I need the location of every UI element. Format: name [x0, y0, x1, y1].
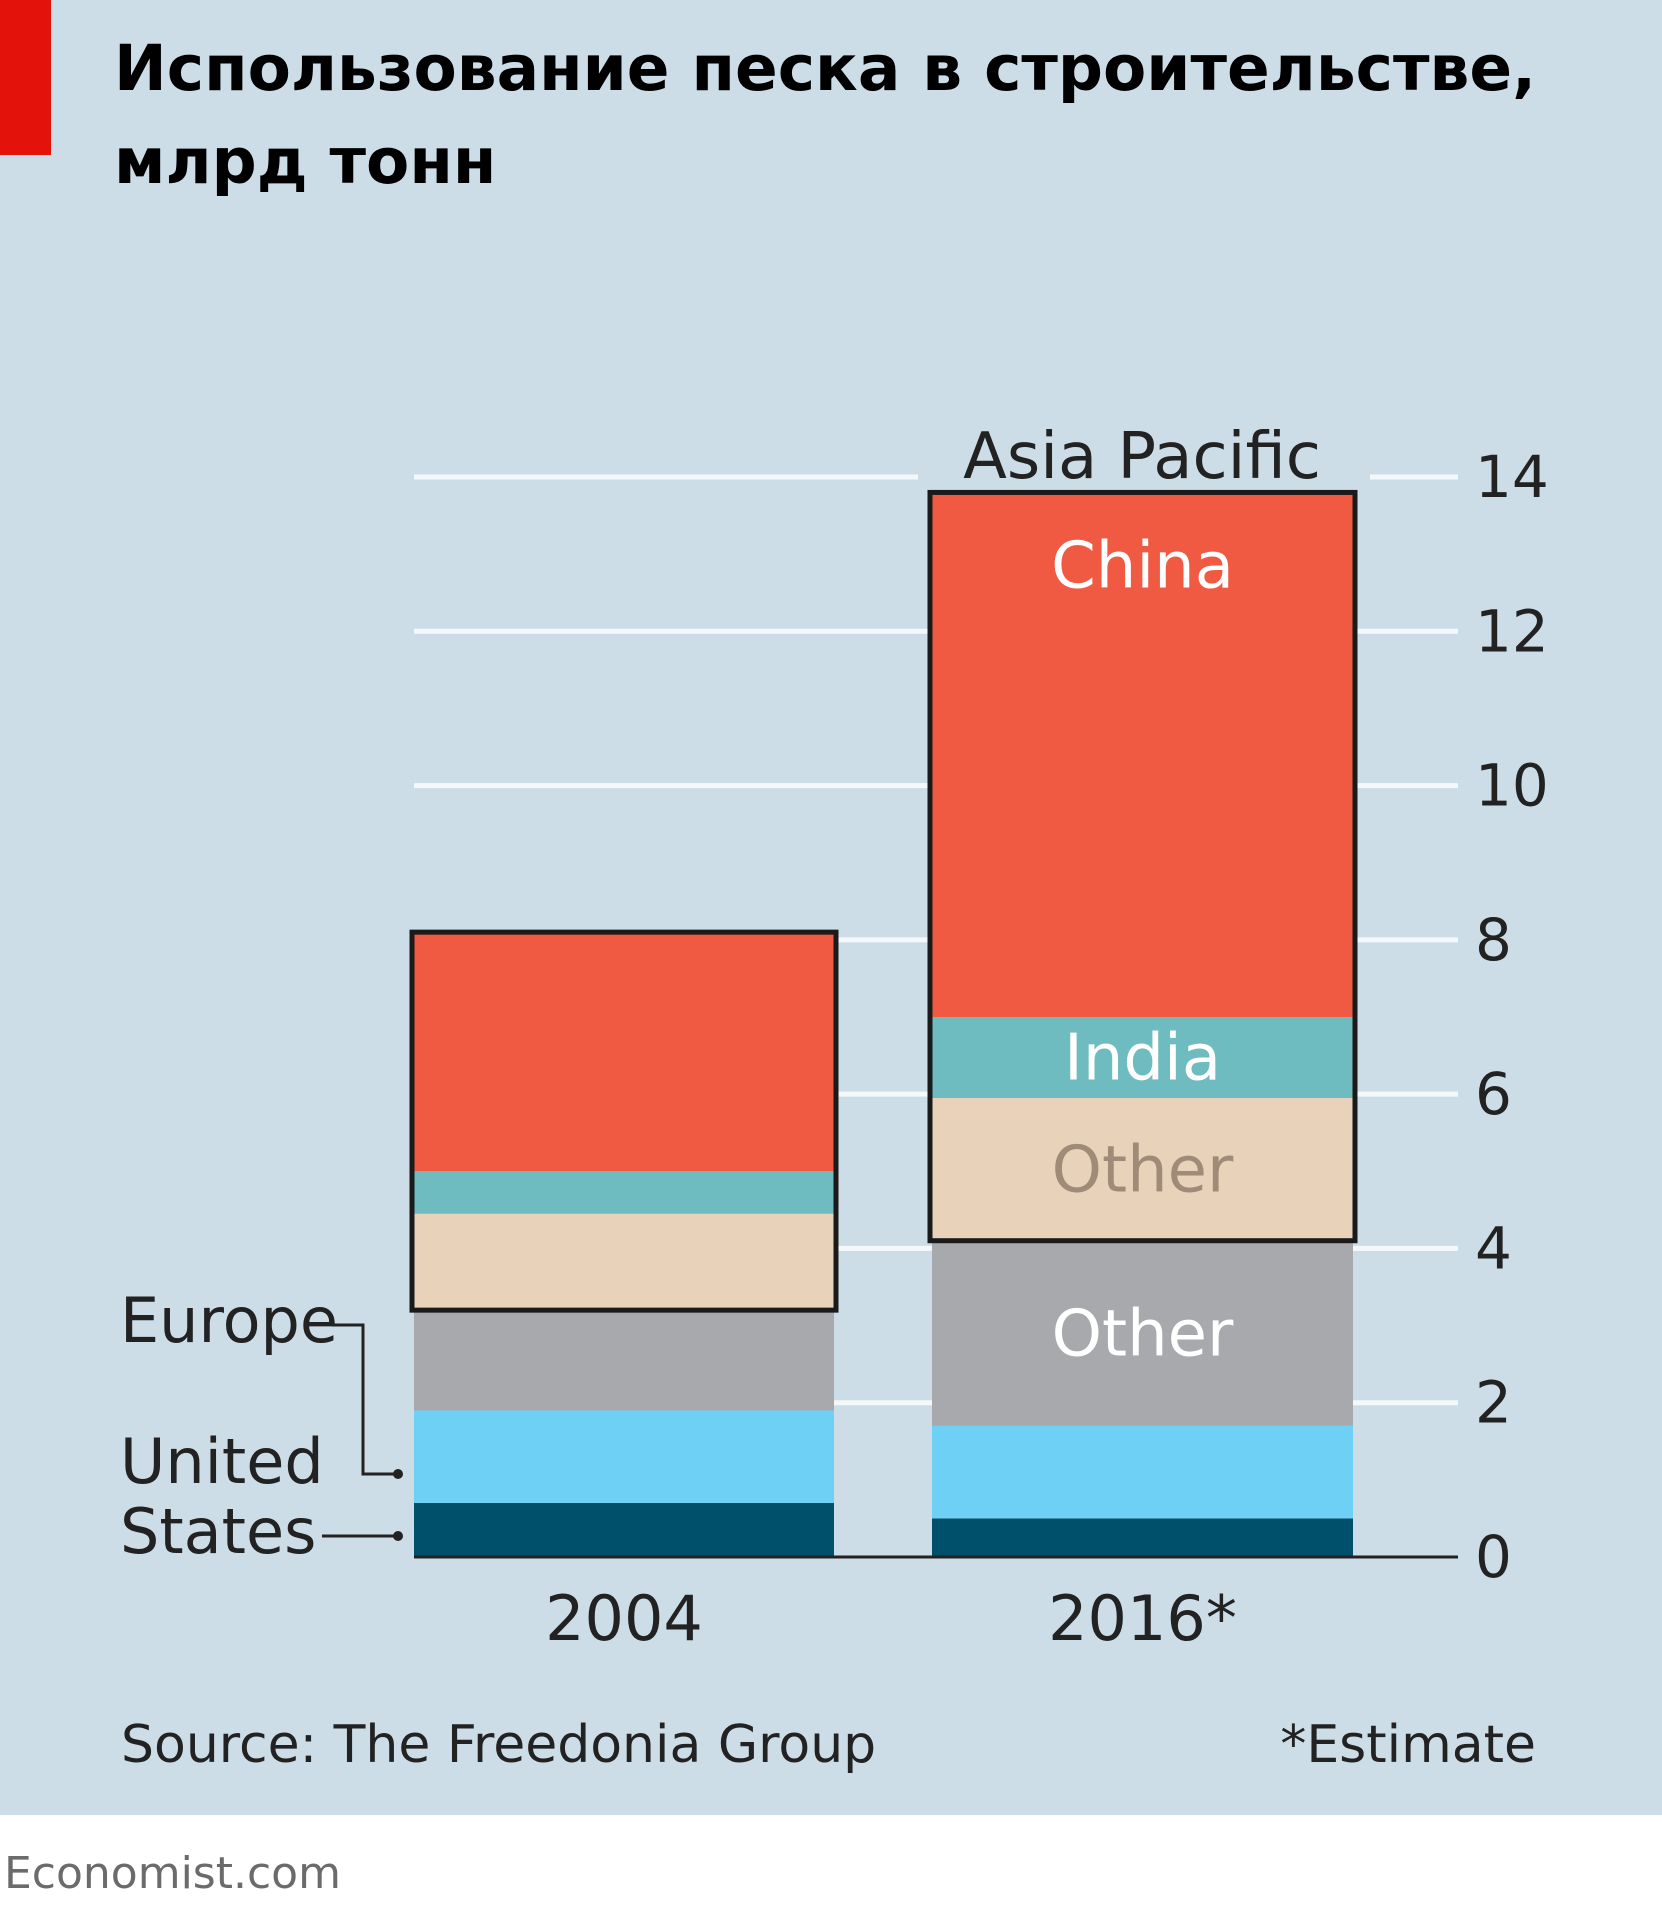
segment-labels: Other Other India China Asia Pacific — [963, 420, 1321, 1371]
source-note: Source: The Freedonia Group — [121, 1715, 877, 1775]
segment-label-europe: Other — [1052, 1297, 1234, 1371]
bars — [409, 489, 1358, 1557]
bar-segment-rest-of-world-0 — [414, 1503, 834, 1557]
y-tick-label-6: 6 — [1475, 1060, 1512, 1128]
brand-red-tab — [0, 0, 51, 155]
chart-title: Использование песка в строительстве, млр… — [114, 32, 1537, 198]
gridline-gap — [918, 467, 1370, 487]
y-tick-label-8: 8 — [1475, 906, 1512, 974]
bar-segment-united-states-1 — [932, 1425, 1353, 1519]
y-axis: 0 2 4 6 8 10 12 14 2004 2016* — [414, 443, 1549, 1655]
bar-segment-asia-pacific-other-1 — [932, 1098, 1353, 1241]
y-tick-label-4: 4 — [1475, 1214, 1512, 1282]
x-category-label-1: 2016* — [1048, 1582, 1237, 1655]
stacked-bar-chart: Other Other India China Asia Pacific 0 2 4 6 8 10… — [120, 420, 1549, 1655]
y-tick-label-2: 2 — [1475, 1369, 1512, 1437]
estimate-footnote: *Estimate — [1280, 1715, 1536, 1775]
segment-label-china: China — [1051, 529, 1234, 603]
asia-pacific-label: Asia Pacific — [963, 420, 1321, 494]
bar-segment-rest-of-world-1 — [932, 1518, 1353, 1557]
europe-annotation: Europe — [120, 1284, 338, 1357]
brand-watermark: Economist.com — [4, 1848, 341, 1899]
united-states-annotation-line2: States — [120, 1495, 316, 1568]
annotations: Europe United States — [120, 1284, 403, 1568]
bar-segment-united-states-0 — [414, 1410, 834, 1503]
bar-segment-china-0 — [414, 932, 834, 1172]
bar-segment-asia-pacific-other-0 — [414, 1213, 834, 1311]
bar-segment-europe-1 — [932, 1240, 1353, 1426]
united-states-leader-dot — [393, 1531, 403, 1541]
bar-segment-china-1 — [932, 492, 1353, 1017]
segment-label-asia-pacific-other: Other — [1052, 1133, 1234, 1207]
europe-leader-dot — [393, 1469, 403, 1479]
united-states-annotation-line1: United — [120, 1425, 324, 1498]
x-category-label-0: 2004 — [545, 1582, 703, 1655]
y-tick-label-12: 12 — [1475, 597, 1549, 665]
bar-segment-india-1 — [932, 1017, 1353, 1098]
asia-pacific-outline-0 — [409, 929, 839, 1313]
asia-pacific-outline-1 — [927, 489, 1358, 1244]
europe-leader-line — [332, 1323, 398, 1476]
y-tick-label-14: 14 — [1475, 443, 1549, 511]
y-tick-label-0: 0 — [1475, 1523, 1512, 1591]
bar-segment-india-0 — [414, 1171, 834, 1214]
y-tick-label-10: 10 — [1475, 752, 1549, 820]
segment-label-india: India — [1064, 1022, 1221, 1096]
bar-segment-europe-0 — [414, 1310, 834, 1411]
